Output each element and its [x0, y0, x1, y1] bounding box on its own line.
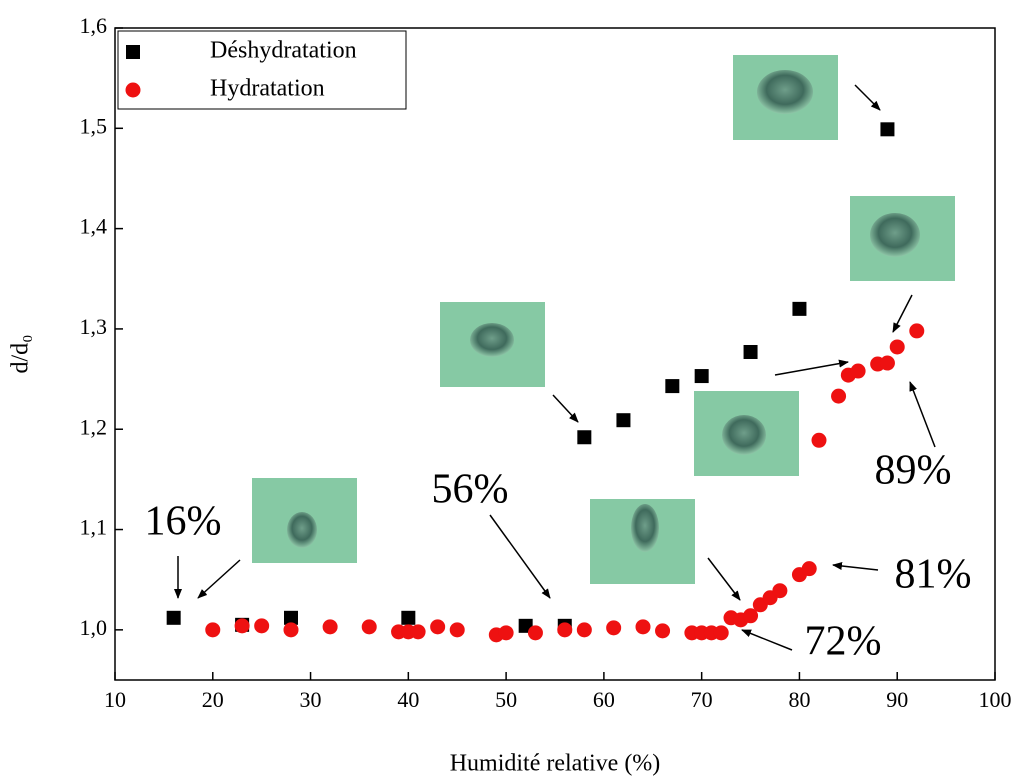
legend-marker — [125, 82, 141, 98]
square-marker — [577, 430, 592, 445]
circle-marker — [254, 618, 270, 634]
square-marker — [401, 610, 416, 625]
square-marker — [166, 610, 181, 625]
circle-marker — [889, 339, 905, 355]
x-tick-label: 10 — [104, 687, 126, 712]
circle-marker — [322, 619, 338, 635]
circle-marker — [430, 619, 446, 635]
x-tick-label: 30 — [300, 687, 322, 712]
square-marker — [743, 344, 758, 359]
annotation: 16% — [145, 499, 222, 545]
legend-marker — [126, 45, 140, 59]
arrows — [174, 84, 936, 651]
circle-marker — [410, 624, 426, 640]
y-tick-label: 1,6 — [80, 13, 108, 38]
y-tick-label: 1,5 — [80, 113, 108, 138]
y-tick-label: 1,1 — [80, 515, 108, 540]
y-tick-label: 1,4 — [80, 214, 108, 239]
circle-marker — [811, 432, 827, 448]
y-tick-label: 1,0 — [80, 615, 108, 640]
insets — [252, 55, 955, 584]
annotation: 72% — [805, 619, 882, 665]
circle-marker — [743, 608, 759, 624]
circle-marker — [498, 625, 514, 641]
square-marker — [284, 610, 298, 625]
x-tick-label: 80 — [788, 687, 810, 712]
circle-marker — [879, 355, 895, 371]
circle-marker — [831, 388, 847, 404]
y-tick-label: 1,3 — [80, 314, 108, 339]
circle-marker — [557, 622, 573, 638]
circle-marker — [576, 622, 592, 638]
x-tick-label: 50 — [495, 687, 517, 712]
plot-frame — [114, 27, 996, 681]
circle-marker — [909, 323, 925, 339]
annotation: 56% — [432, 467, 509, 513]
x-tick-label: 90 — [886, 687, 908, 712]
x-axis-label: Humidité relative (%) — [450, 751, 661, 777]
legend-label: Déshydratation — [210, 38, 357, 64]
y-axis-label: d/d₀ — [8, 334, 34, 373]
annotation: 81% — [895, 552, 972, 598]
x-tick-label: 100 — [979, 687, 1012, 712]
circle-marker — [850, 363, 866, 379]
circle-marker — [283, 622, 299, 638]
circle-marker — [606, 620, 622, 636]
square-marker — [694, 369, 709, 384]
circle-marker — [205, 622, 221, 638]
legend-label: Hydratation — [210, 76, 325, 102]
circle-marker — [527, 625, 543, 641]
circle-marker — [361, 619, 377, 635]
x-tick-label: 40 — [397, 687, 419, 712]
square-marker — [792, 301, 807, 316]
circle-marker — [234, 618, 250, 634]
square-marker — [665, 379, 680, 394]
circle-marker — [713, 625, 729, 641]
circle-marker — [655, 623, 671, 639]
y-tick-label: 1,2 — [80, 414, 108, 439]
circle-marker — [772, 583, 788, 599]
square-marker — [616, 413, 631, 428]
circle-marker — [635, 619, 651, 635]
legend — [117, 30, 407, 110]
x-tick-label: 20 — [202, 687, 224, 712]
circle-marker — [801, 561, 817, 577]
square-marker — [880, 122, 895, 137]
x-tick-label: 60 — [593, 687, 615, 712]
x-tick-label: 70 — [691, 687, 713, 712]
circle-marker — [449, 622, 465, 638]
annotation: 89% — [875, 448, 952, 494]
